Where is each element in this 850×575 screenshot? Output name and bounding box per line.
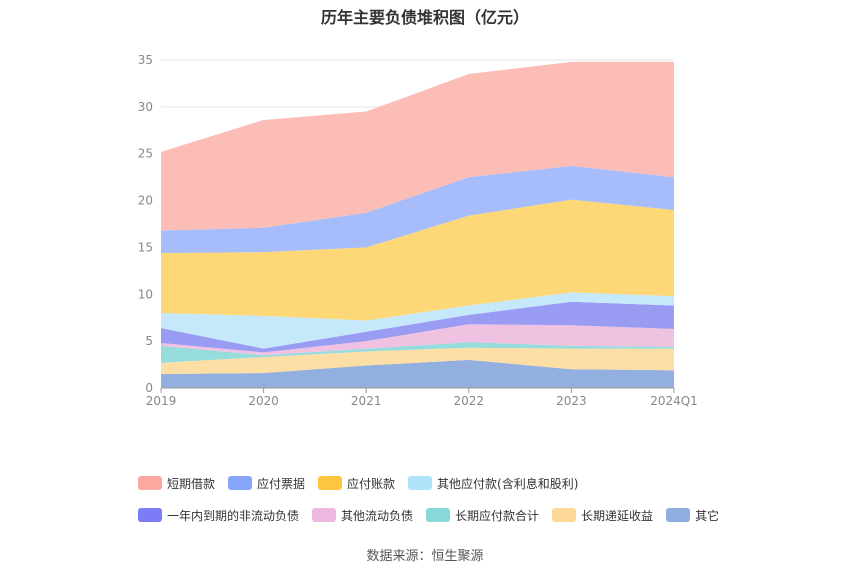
- legend-item-notes-payable[interactable]: 应付票据: [228, 475, 305, 492]
- legend-item-other[interactable]: 其它: [666, 507, 719, 524]
- legend-label: 应付票据: [257, 476, 306, 491]
- data-source: 数据来源：恒生聚源: [366, 549, 484, 564]
- legend-label: 其它: [695, 508, 720, 523]
- x-tick-label: 2020: [248, 394, 279, 408]
- y-tick-label: 30: [138, 100, 153, 114]
- area-series: [161, 342, 674, 363]
- x-tick-label: 2021: [351, 394, 382, 408]
- legend-item-long-term-payables[interactable]: 长期应付款合计: [426, 507, 539, 524]
- legend-label: 长期应付款合计: [455, 508, 540, 523]
- y-tick-label: 25: [138, 147, 153, 161]
- legend-item-deferred-income[interactable]: 长期递延收益: [552, 507, 653, 524]
- legend-swatch: [138, 476, 162, 490]
- legend-item-short-term-loans[interactable]: 短期借款: [138, 475, 215, 492]
- x-tick-label: 2019: [146, 394, 177, 408]
- y-tick-label: 0: [145, 381, 153, 395]
- legend-label: 其他流动负债: [341, 508, 414, 523]
- y-tick-label: 20: [138, 194, 153, 208]
- x-tick-label: 2024Q1: [650, 394, 698, 408]
- legend-row-2: 一年内到期的非流动负债 其他流动负债 长期应付款合计 长期递延收益 其它: [138, 505, 778, 525]
- legend-swatch: [426, 508, 451, 522]
- y-tick-label: 15: [138, 240, 153, 254]
- x-tick-label: 2022: [454, 394, 485, 408]
- y-tick-label: 10: [138, 287, 153, 301]
- legend-label: 一年内到期的非流动负债: [167, 508, 300, 523]
- area-series: [161, 292, 674, 349]
- legend-swatch: [312, 508, 337, 522]
- area-series: [161, 165, 674, 254]
- area-series: [161, 359, 674, 388]
- area-series: [161, 347, 674, 374]
- area-series: [161, 199, 674, 321]
- x-tick-label: 2023: [556, 394, 587, 408]
- chart-title: 历年主要负债堆积图（亿元）: [320, 8, 529, 27]
- legend-swatch: [318, 476, 343, 490]
- legend-item-other-payables[interactable]: 其他应付款(含利息和股利): [408, 475, 578, 492]
- legend-swatch: [138, 508, 162, 522]
- legend-item-other-current-liabilities[interactable]: 其他流动负债: [312, 507, 413, 524]
- legend-item-current-portion-noncurrent[interactable]: 一年内到期的非流动负债: [138, 507, 299, 524]
- y-tick-label: 5: [145, 334, 153, 348]
- legend-label: 应付账款: [347, 476, 396, 491]
- stacked-area-chart: 0 5 10 15 20 25 30 35 2019 2020 2021 2022 2023 2024Q1: [138, 53, 698, 408]
- legend-swatch: [408, 476, 433, 490]
- area-series: [161, 301, 674, 353]
- area-series: [161, 324, 674, 356]
- legend-label: 短期借款: [167, 476, 216, 491]
- legend: 短期借款 应付票据 应付账款 其他应付款(含利息和股利) 一年内到期的非流动负债…: [138, 473, 778, 537]
- legend-swatch: [552, 508, 577, 522]
- y-tick-label: 35: [138, 53, 153, 67]
- area-series: [161, 61, 674, 231]
- legend-row-1: 短期借款 应付票据 应付账款 其他应付款(含利息和股利): [138, 473, 778, 493]
- legend-swatch: [228, 476, 253, 490]
- legend-label: 其他应付款(含利息和股利): [437, 476, 579, 491]
- legend-swatch: [666, 508, 691, 522]
- legend-label: 长期递延收益: [581, 508, 654, 523]
- legend-item-accounts-payable[interactable]: 应付账款: [318, 475, 395, 492]
